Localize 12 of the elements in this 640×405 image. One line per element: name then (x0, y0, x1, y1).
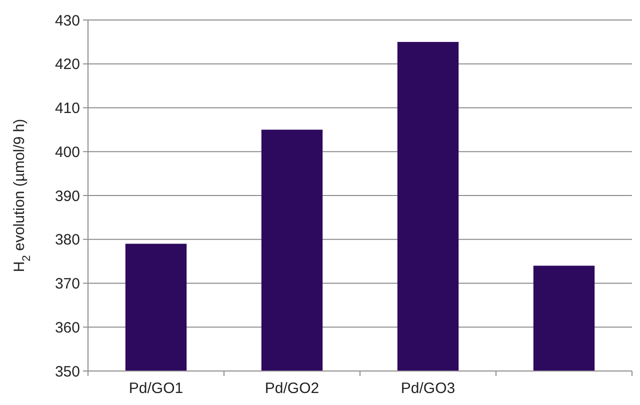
y-tick-label: 400 (54, 144, 80, 161)
x-tick-label: Pd/GO2 (264, 380, 320, 397)
y-tick-label: 420 (54, 56, 80, 74)
y-tick-label: 350 (54, 363, 80, 380)
y-tick-label: 380 (54, 232, 80, 249)
y-tick-label: 430 (54, 12, 80, 30)
x-tick-label: Pd/GO1 (128, 380, 184, 397)
y-tick-label: 360 (54, 319, 80, 336)
y-tick-label: 370 (54, 276, 80, 292)
y-tick-label: 410 (54, 100, 80, 117)
x-tick-label: Pd/GO3 (400, 380, 456, 397)
y-tick-label: 390 (54, 188, 80, 205)
